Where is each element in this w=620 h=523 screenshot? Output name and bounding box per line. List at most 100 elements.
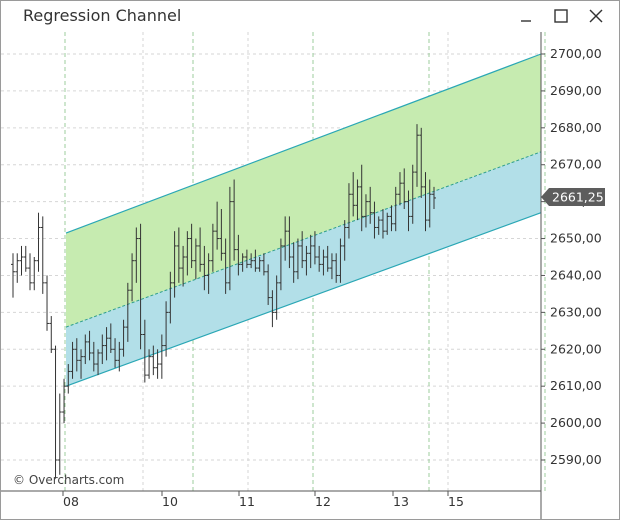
minimize-icon[interactable] xyxy=(515,5,537,27)
time-tick-label: 08 xyxy=(63,494,79,509)
ohlc-bar xyxy=(334,253,339,283)
ohlc-bar xyxy=(321,249,326,276)
last-price-badge xyxy=(541,188,605,207)
ohlc-bar xyxy=(45,275,50,331)
ohlc-bar xyxy=(427,179,432,228)
ohlc-bar xyxy=(32,257,37,291)
ohlc-bar xyxy=(380,209,385,239)
price-axis: 2590,00 2600,00 2610,00 2620,00 2630,00 2640,… xyxy=(540,32,602,519)
ohlc-bar xyxy=(432,186,436,210)
ohlc-bar xyxy=(287,216,292,269)
price-tick-label: 2620,00 xyxy=(550,341,602,356)
ohlc-bar xyxy=(295,238,300,280)
ohlc-bar xyxy=(312,231,317,265)
chart-area[interactable]: 2590,00 2600,00 2610,00 2620,00 2630,00 2640,… xyxy=(1,32,619,519)
ohlc-bar xyxy=(147,349,152,379)
ohlc-bar xyxy=(402,168,407,210)
ohlc-bar xyxy=(317,245,322,272)
time-tick-label: 11 xyxy=(239,494,255,509)
ohlc-bar xyxy=(176,227,181,283)
ohlc-bar xyxy=(414,124,419,187)
ohlc-bar xyxy=(240,253,245,272)
price-tick-label: 2630,00 xyxy=(550,304,602,319)
ohlc-bar xyxy=(219,209,224,261)
ohlc-bar xyxy=(113,338,118,368)
regression-channel-chart[interactable]: 2590,00 2600,00 2610,00 2620,00 2630,00 2640,… xyxy=(1,32,619,519)
ohlc-bar xyxy=(244,249,249,269)
ohlc-bar xyxy=(385,212,390,235)
ohlc-bar xyxy=(159,334,164,379)
ohlc-bar xyxy=(227,186,232,291)
ohlc-bar xyxy=(117,341,122,372)
price-tick-label: 2610,00 xyxy=(550,378,602,393)
ohlc-bar xyxy=(164,301,169,357)
ohlc-bar xyxy=(249,253,254,269)
window-title: Regression Channel xyxy=(23,6,182,25)
ohlc-bar xyxy=(28,253,33,291)
ohlc-bar xyxy=(236,234,241,276)
ohlc-bar xyxy=(155,349,160,379)
price-tick-label: 2670,00 xyxy=(550,157,602,172)
ohlc-bar xyxy=(223,238,228,294)
maximize-icon[interactable] xyxy=(550,5,572,27)
ohlc-bar xyxy=(36,212,41,272)
upper-channel-band xyxy=(66,54,541,328)
ohlc-bar xyxy=(134,227,139,283)
ohlc-bar xyxy=(189,223,194,269)
ohlc-bar xyxy=(329,253,334,280)
title-bar[interactable]: Regression Channel xyxy=(1,1,619,31)
ohlc-bar xyxy=(53,345,58,479)
ohlc-bar xyxy=(19,245,24,276)
ohlc-bar xyxy=(121,319,126,357)
ohlc-bar xyxy=(185,231,190,276)
last-price-marker: 2661,25 xyxy=(541,188,605,207)
ohlc-bar xyxy=(96,349,101,376)
ohlc-bar xyxy=(308,234,313,269)
ohlc-bar xyxy=(342,220,347,261)
ohlc-bar xyxy=(304,245,309,276)
ohlc-bar xyxy=(57,393,62,475)
ohlc-bar xyxy=(104,327,109,361)
price-bars xyxy=(11,124,436,479)
time-axis: 08 10 11 12 13 15 xyxy=(1,490,541,509)
ohlc-bar xyxy=(151,345,156,376)
ohlc-bar xyxy=(168,271,173,324)
ohlc-bar xyxy=(11,253,15,298)
ohlc-bar xyxy=(232,179,237,261)
ohlc-bar xyxy=(283,216,288,261)
ohlc-bar xyxy=(215,201,220,250)
ohlc-bar xyxy=(125,282,130,342)
ohlc-bar xyxy=(253,249,258,272)
ohlc-bar xyxy=(181,245,186,287)
ohlc-bar xyxy=(74,338,79,372)
ohlc-bar xyxy=(198,227,203,272)
ohlc-bar xyxy=(389,205,394,232)
last-price-label: 2661,25 xyxy=(552,190,604,205)
price-tick-label: 2690,00 xyxy=(550,83,602,98)
ohlc-bar xyxy=(142,319,147,383)
ohlc-bar xyxy=(410,164,415,224)
ohlc-bar xyxy=(372,201,377,239)
ohlc-bar xyxy=(206,253,211,294)
upper-channel-line xyxy=(65,53,542,234)
ohlc-bar xyxy=(70,341,75,379)
watermark: © Overcharts.com xyxy=(13,473,124,487)
ohlc-bar xyxy=(261,253,266,276)
ohlc-bar xyxy=(138,223,143,350)
ohlc-bar xyxy=(172,231,177,298)
ohlc-bar xyxy=(351,172,356,217)
ohlc-bar xyxy=(291,242,296,283)
ohlc-bar xyxy=(108,323,113,353)
ohlc-bar xyxy=(406,190,411,232)
price-tick-label: 2700,00 xyxy=(550,46,602,61)
ohlc-bar xyxy=(300,231,305,269)
ohlc-bar xyxy=(278,238,283,291)
close-icon[interactable] xyxy=(585,5,607,27)
ohlc-bar xyxy=(393,186,398,232)
ohlc-bar xyxy=(257,257,262,272)
ohlc-bar xyxy=(346,183,351,239)
ohlc-bar xyxy=(210,223,215,272)
ohlc-bar xyxy=(376,216,381,235)
ohlc-bar xyxy=(368,186,373,224)
